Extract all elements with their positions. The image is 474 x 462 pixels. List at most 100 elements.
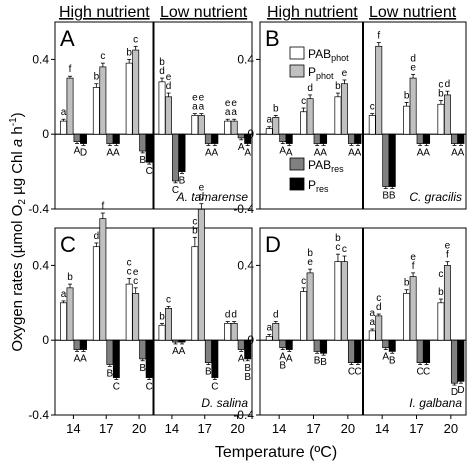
significance-label: c — [133, 34, 138, 45]
bar-pres — [211, 133, 219, 144]
bar-pabphot — [92, 246, 100, 341]
legend: PABphot Pphot PABres Pres — [289, 46, 349, 194]
significance-label: c — [133, 276, 138, 287]
species-label: C. gracilis — [409, 190, 462, 204]
bar-pres — [112, 339, 120, 378]
bar-pres — [320, 339, 328, 354]
significance-label: b — [192, 225, 198, 236]
significance-label: a — [61, 107, 67, 118]
y-tick-label: 0.4 — [237, 258, 254, 272]
bar-pres — [423, 133, 431, 144]
legend-swatch — [289, 157, 305, 171]
significance-label: C — [172, 185, 179, 196]
bar-pphot — [197, 208, 205, 341]
bar-pres — [354, 133, 362, 144]
significance-label: C — [423, 367, 430, 378]
bar-pphot — [165, 96, 172, 135]
significance-label: e — [410, 252, 416, 263]
bar-pphot — [340, 83, 348, 135]
significance-label: c — [127, 257, 132, 268]
bar-pabphot — [158, 81, 166, 135]
bar-pabres — [347, 133, 355, 144]
significance-label: B — [382, 190, 389, 201]
panel-letter: C — [60, 232, 76, 257]
significance-label: B — [389, 190, 396, 201]
significance-label: D — [451, 387, 458, 398]
bar-pres — [145, 339, 153, 378]
bar-pabres — [450, 339, 458, 384]
bar-pabphot — [334, 96, 342, 135]
header-high-nutrient-left: High nutrient — [59, 4, 150, 21]
significance-label: c — [100, 51, 105, 62]
significance-label: A — [212, 147, 219, 158]
bar-pabphot — [403, 105, 411, 135]
bar-pabphot — [125, 62, 133, 135]
x-tick-label: 20 — [132, 421, 146, 436]
x-tick-label: 14 — [165, 421, 179, 436]
species-label: D. salina — [201, 396, 248, 410]
significance-label: d — [445, 79, 451, 90]
significance-label: d — [410, 53, 416, 64]
significance-label: A — [113, 147, 120, 158]
significance-label: e — [445, 241, 451, 252]
significance-label: A — [205, 147, 212, 158]
bar-pabres — [313, 339, 321, 352]
x-tick-label: 20 — [230, 421, 244, 436]
bar-pres — [80, 133, 87, 144]
significance-label: e — [342, 68, 348, 79]
x-tick-label: 20 — [444, 421, 458, 436]
bar-pabphot — [334, 261, 342, 341]
significance-label: b — [404, 90, 410, 101]
bar-pabres — [382, 339, 390, 349]
significance-label: A — [320, 147, 327, 158]
significance-label: c — [438, 80, 443, 91]
significance-label: C — [348, 367, 355, 378]
bar-pphot — [197, 115, 205, 135]
significance-label: e — [133, 267, 139, 278]
significance-label: a — [192, 102, 198, 113]
significance-label: A — [80, 353, 87, 364]
significance-label: d — [273, 310, 279, 321]
bar-pphot — [132, 49, 140, 135]
bar-pabres — [279, 133, 287, 143]
bar-pres — [285, 133, 293, 144]
significance-label: A — [238, 353, 245, 364]
significance-label: C — [211, 381, 218, 392]
bar-pphot — [66, 287, 74, 341]
bar-pabres — [382, 133, 390, 187]
significance-label: b — [335, 233, 341, 244]
significance-label: f — [446, 250, 449, 261]
significance-label: a — [369, 308, 375, 319]
significance-label: d — [199, 192, 205, 203]
bar-pphot — [375, 315, 383, 341]
bar-pphot — [230, 120, 238, 135]
header-low-nutrient-right: Low nutrient — [369, 4, 457, 21]
legend-label: Pphot — [308, 65, 334, 81]
significance-label: B — [389, 355, 396, 366]
bar-pphot — [443, 94, 451, 135]
significance-label: a — [266, 323, 272, 334]
y-tick-label: 0.4 — [32, 52, 49, 66]
panel-letter: D — [265, 232, 281, 257]
significance-label: f — [69, 64, 72, 75]
legend-label: PABphot — [308, 47, 349, 63]
bar-pabphot — [265, 336, 273, 341]
significance-label: b — [335, 81, 341, 92]
significance-label: A — [179, 346, 186, 357]
significance-label: c — [192, 216, 197, 227]
significance-label: B — [139, 363, 146, 374]
significance-label: e — [192, 93, 198, 104]
significance-label: A — [417, 147, 424, 158]
bar-pabphot — [300, 111, 308, 135]
significance-label: b — [126, 47, 132, 58]
significance-label: d — [231, 310, 237, 321]
bar-pphot — [306, 98, 314, 135]
significance-label: A — [348, 147, 355, 158]
significance-label: f — [412, 261, 415, 272]
bar-pres — [80, 339, 87, 350]
significance-label: d — [307, 83, 313, 94]
bar-pabphot — [437, 103, 445, 135]
significance-label: A — [238, 142, 245, 153]
bar-pphot — [165, 308, 172, 341]
